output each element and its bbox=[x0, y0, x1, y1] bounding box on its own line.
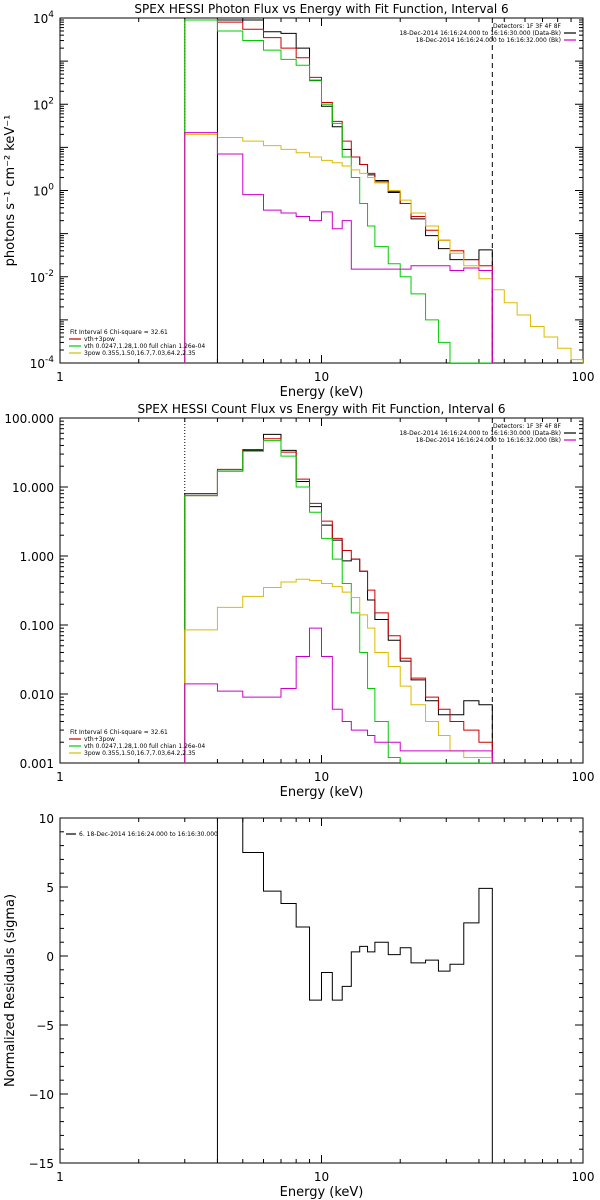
x-axis-label: Energy (keV) bbox=[280, 785, 364, 800]
y-axis-label: photons s⁻¹ cm⁻² keV⁻¹ bbox=[3, 115, 18, 267]
series-line-3 bbox=[184, 19, 493, 363]
plot-frame bbox=[59, 417, 584, 764]
x-axis-label: Energy (keV) bbox=[280, 385, 364, 400]
x-tick-label: 1 bbox=[56, 370, 64, 384]
x-tick-label: 10 bbox=[314, 1170, 329, 1184]
series-line-1 bbox=[184, 433, 493, 763]
x-tick-label: 1 bbox=[56, 770, 64, 784]
x-axis-label: Energy (keV) bbox=[280, 1185, 364, 1200]
series-line-5 bbox=[184, 627, 493, 763]
legend-top-text: 18-Dec-2014 16:16:24.000 to 16:16:30.000… bbox=[399, 30, 561, 37]
legend-top-text: 18-Dec-2014 16:16:24.000 to 16:16:30.000… bbox=[399, 430, 561, 437]
series-line-2 bbox=[184, 438, 493, 763]
y-tick-label: −5 bbox=[36, 1019, 54, 1033]
x-tick-label: 100 bbox=[572, 370, 595, 384]
series-line-1 bbox=[184, 818, 493, 1163]
y-axis-label: Normalized Residuals (sigma) bbox=[3, 894, 18, 1087]
x-tick-label: 10 bbox=[314, 370, 329, 384]
y-tick-label: 10.000 bbox=[12, 481, 54, 495]
series-group bbox=[184, 433, 493, 763]
x-tick-label: 100 bbox=[572, 1170, 595, 1184]
legend-bottom-text: vth 0.0247,1.28,1.00 full chian 1.26e-04 bbox=[84, 743, 205, 750]
legend-top-text: 18-Dec-2014 16:16:24.000 to 16:16:32.000… bbox=[416, 37, 561, 44]
y-tick-label: 0.001 bbox=[20, 757, 54, 771]
series-line-4 bbox=[184, 133, 583, 363]
series-group bbox=[184, 818, 493, 1163]
y-tick-label: −15 bbox=[29, 1157, 54, 1171]
y-tick-label: 102 bbox=[33, 96, 54, 112]
legend-bottom-text: vth+3pow bbox=[84, 336, 115, 343]
y-tick-label: 0.100 bbox=[20, 619, 54, 633]
y-tick-label: 104 bbox=[33, 10, 54, 26]
legend-top-text: Detectors: 1F 3F 4F 8F bbox=[493, 423, 562, 430]
legend-top-text: 6. 18-Dec-2014 16:16:24.000 to 16:16:30.… bbox=[79, 831, 218, 838]
series-line-5 bbox=[184, 132, 493, 363]
legend-top-text: Detectors: 1F 3F 4F 8F bbox=[493, 23, 562, 30]
series-group bbox=[184, 19, 583, 363]
y-tick-label: 1.000 bbox=[20, 550, 54, 564]
y-tick-label: 100 bbox=[33, 183, 54, 199]
x-tick-label: 10 bbox=[314, 770, 329, 784]
y-tick-label: 0 bbox=[46, 950, 54, 964]
y-tick-label: 10-4 bbox=[30, 355, 55, 371]
legend-bottom-text: 3pow 0.355,1.50,16.7,7.03,64.2,2.35 bbox=[84, 750, 196, 757]
series-line-3 bbox=[184, 440, 493, 763]
chart-2: 1 10 100 0.001 0.010 0.100 1.000 10.000 100.000 S… bbox=[4, 402, 594, 800]
series-line-1 bbox=[184, 19, 493, 363]
chart-1: 1 10 100 10-4 10-2 100 102 104 SPEX HESSI Photon… bbox=[3, 2, 594, 400]
y-tick-label: −10 bbox=[29, 1088, 54, 1102]
y-tick-label: 10 bbox=[39, 812, 54, 826]
legend-bottom-text: Fit Interval 6 Chi-square = 32.61 bbox=[70, 329, 168, 336]
legend-bottom-text: Fit Interval 6 Chi-square = 32.61 bbox=[70, 729, 168, 736]
legend-top-text: 18-Dec-2014 16:16:24.000 to 16:16:32.000… bbox=[416, 437, 561, 444]
legend-bottom-text: vth 0.0247,1.28,1.00 full chian 1.26e-04 bbox=[84, 343, 205, 350]
y-tick-label: 0.010 bbox=[20, 688, 54, 702]
series-line-4 bbox=[184, 578, 493, 763]
x-tick-label: 100 bbox=[572, 770, 595, 784]
legend-bottom-text: vth+3pow bbox=[84, 736, 115, 743]
series-line-2 bbox=[184, 19, 493, 363]
y-tick-label: 100.000 bbox=[4, 412, 54, 426]
plot-frame bbox=[59, 17, 584, 364]
chart-title: SPEX HESSI Count Flux vs Energy with Fit… bbox=[137, 402, 505, 416]
y-tick-label: 10-2 bbox=[30, 269, 54, 285]
x-tick-label: 1 bbox=[56, 1170, 64, 1184]
legend-bottom-text: 3pow 0.355,1.50,16.7,7.03,64.2,2.35 bbox=[84, 350, 196, 357]
chart-title: SPEX HESSI Photon Flux vs Energy with Fi… bbox=[134, 2, 508, 16]
y-tick-label: 5 bbox=[46, 881, 54, 895]
